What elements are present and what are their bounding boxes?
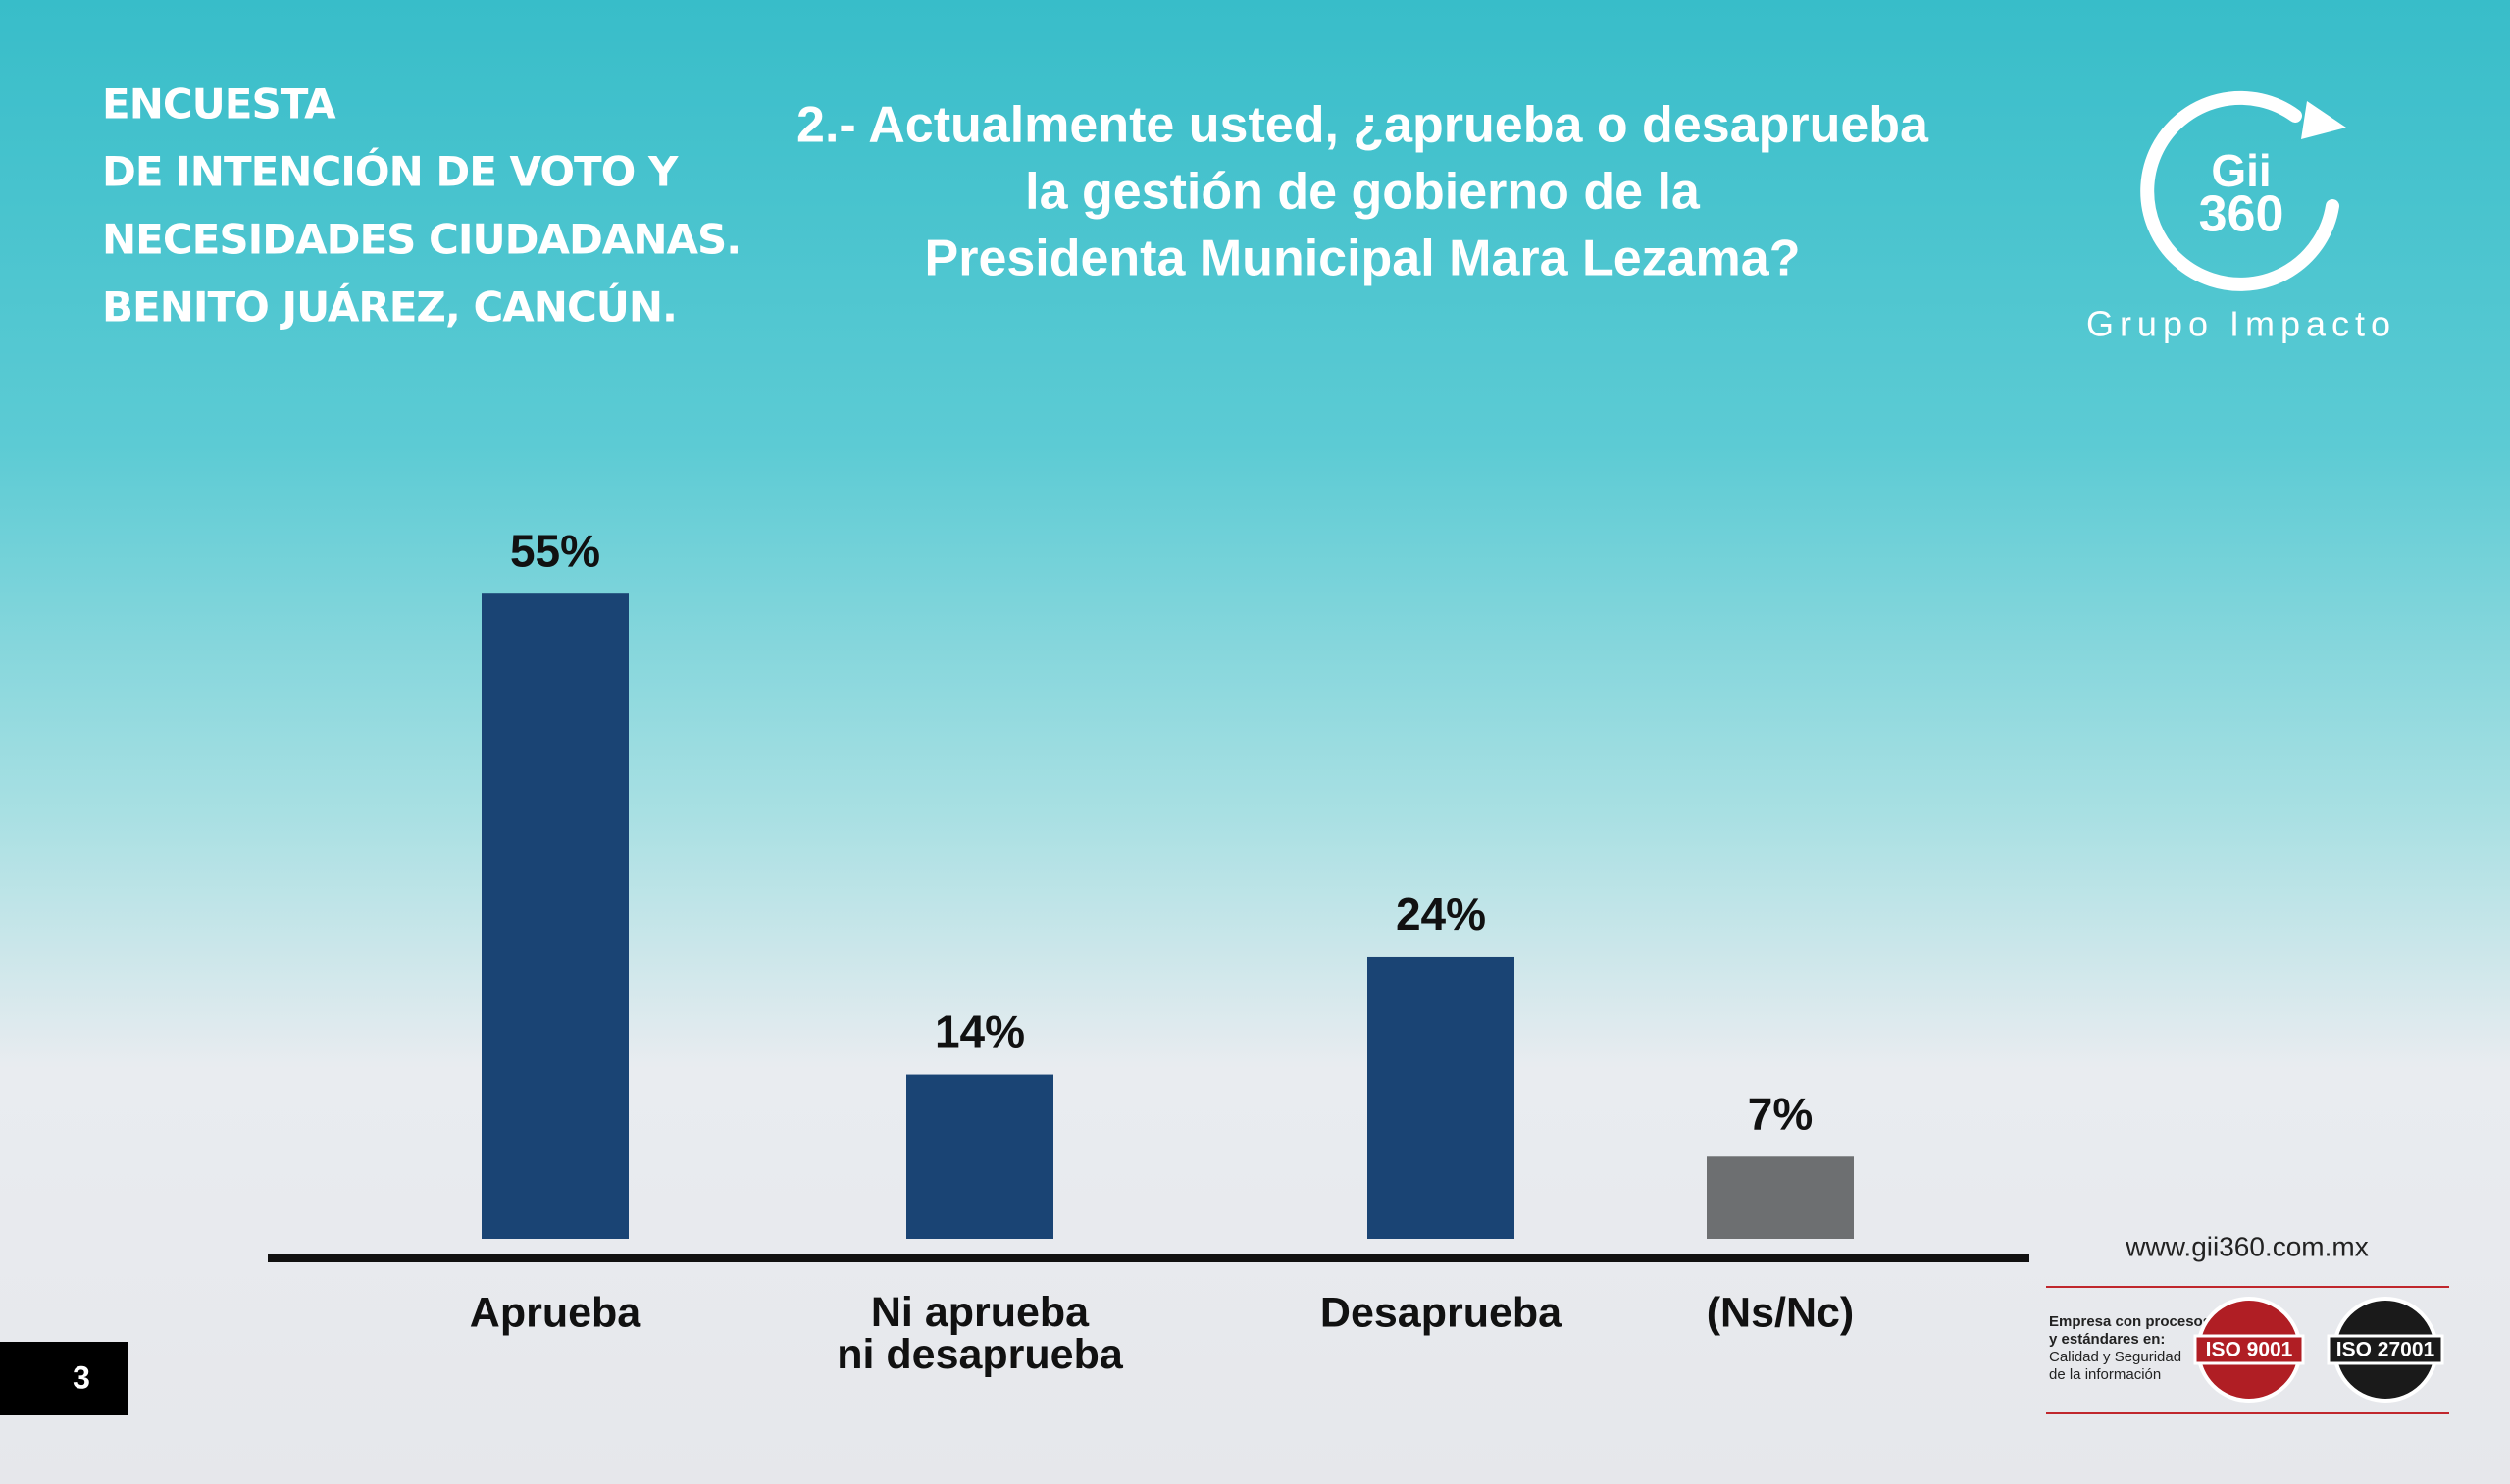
iso-badge: ISO 27001 [2327,1297,2444,1403]
bar [1367,956,1514,1239]
chart-title: 2.- Actualmente usted, ¿aprueba o desapr… [796,97,1929,287]
cert-text: y estándares en: [2049,1331,2165,1348]
logo-text: 360 [2199,186,2284,243]
page-number: 3 [73,1359,90,1395]
iso-label: ISO 9001 [2206,1339,2293,1361]
header-line: NECESIDADES CIUDADANAS. [102,216,741,264]
header-line: ENCUESTA [102,80,336,128]
bar [906,1074,1053,1239]
x-tick-label: Desaprueba [1320,1289,1562,1336]
bar [482,593,629,1239]
value-label: 24% [1396,889,1486,940]
page-number-box [0,1342,128,1415]
value-label: 55% [510,525,600,576]
x-tick-label: Aprueba [470,1289,642,1336]
x-tick-label: (Ns/Nc) [1707,1289,1855,1336]
cert-text: Empresa con procesos [2049,1313,2211,1330]
cert-text: de la información [2049,1366,2161,1383]
plot: 55% Aprueba 14% Ni aprueba ni desaprueba 24% D… [268,525,2029,1378]
header-line: BENITO JUÁREZ, CANCÚN. [102,282,677,332]
x-tick-label: Ni aprueba ni desaprueba [837,1289,1124,1378]
logo-text: Gii [2211,145,2271,196]
header-line: DE INTENCIÓN DE VOTO Y [102,147,679,196]
title-line: Presidenta Municipal Mara Lezama? [925,230,1801,287]
title-line: la gestión de gobierno de la [1025,164,1701,221]
cert-text: Calidad y Seguridad [2049,1349,2181,1365]
website: www.gii360.com.mx [2125,1231,2368,1261]
iso-label: ISO 27001 [2336,1339,2435,1361]
survey-header: ENCUESTA DE INTENCIÓN DE VOTO Y NECESIDADE… [102,80,742,332]
value-label: 14% [935,1006,1025,1057]
iso-badge: ISO 9001 [2193,1297,2305,1403]
bar [1707,1156,1854,1239]
logo: Gii 360 Grupo Impacto [2086,90,2396,344]
title-line: 2.- Actualmente usted, ¿aprueba o desapr… [796,97,1929,154]
logo-caption: Grupo Impacto [2086,304,2396,344]
value-label: 7% [1748,1088,1813,1139]
